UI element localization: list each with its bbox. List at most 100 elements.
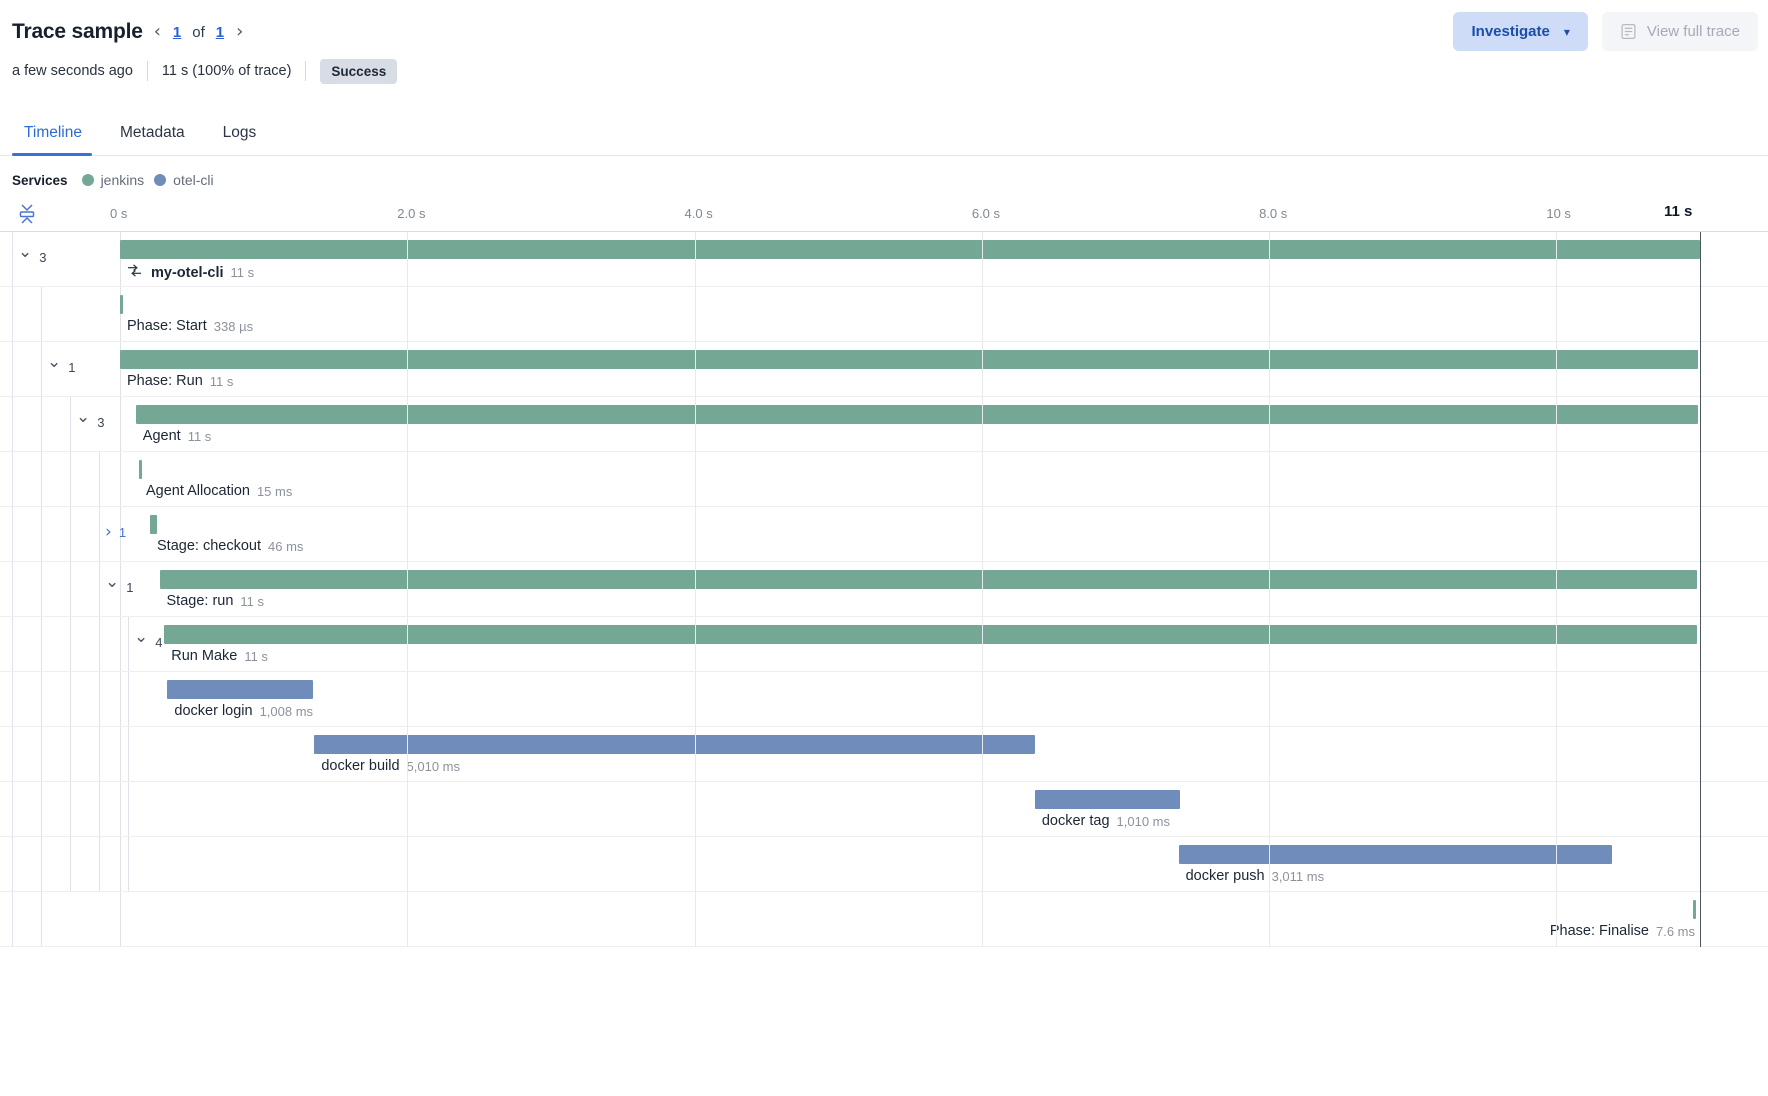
span-duration-bar[interactable] xyxy=(138,460,143,479)
span-name: Phase: Finalise xyxy=(1549,923,1649,939)
span-duration-bar[interactable] xyxy=(120,350,1699,369)
axis-tick: 8.0 s xyxy=(1259,206,1288,221)
indent-guide xyxy=(41,837,42,891)
investigate-button[interactable]: Investigate ▾ xyxy=(1453,12,1588,51)
span-duration-label: 15 ms xyxy=(256,483,293,499)
span-duration-bar[interactable] xyxy=(159,570,1697,589)
indent-guide xyxy=(70,672,71,726)
header-actions: Investigate ▾ View full trace xyxy=(1453,12,1758,51)
indent-guide xyxy=(12,507,13,561)
document-icon xyxy=(1620,23,1637,40)
span-row[interactable]: Phase: Start 338 µs xyxy=(0,287,1768,342)
span-duration-bar[interactable] xyxy=(1692,900,1697,919)
span-duration-label: 11 s xyxy=(187,428,212,444)
span-duration-bar[interactable] xyxy=(120,295,123,314)
span-row[interactable]: Agent Allocation 15 ms xyxy=(0,452,1768,507)
span-label: Phase: Finalise 7.6 ms xyxy=(1550,923,1695,939)
indent-guide xyxy=(41,617,42,671)
indent-guide xyxy=(70,452,71,506)
span-row[interactable]: Phase: Finalise 7.6 ms xyxy=(0,892,1768,947)
view-full-trace-button[interactable]: View full trace xyxy=(1601,12,1758,51)
span-row[interactable]: docker build 5,010 ms xyxy=(0,727,1768,782)
meta-divider-2 xyxy=(305,61,307,81)
span-duration-bar[interactable] xyxy=(164,625,1697,644)
collapse-span-toggle[interactable]: ⌄ 3 xyxy=(76,409,104,431)
span-duration-label: 46 ms xyxy=(268,538,304,554)
span-duration-label: 7.6 ms xyxy=(1655,923,1695,939)
span-duration-bar[interactable] xyxy=(135,405,1699,424)
span-row[interactable]: docker tag 1,010 ms xyxy=(0,782,1768,837)
gutter-border xyxy=(120,892,121,946)
span-name: docker login xyxy=(174,703,253,719)
tab-timeline[interactable]: Timeline xyxy=(12,124,100,156)
indent-guide xyxy=(99,672,100,726)
sample-pager: ‹ 1 of 1 › xyxy=(153,21,245,43)
tab-logs[interactable]: Logs xyxy=(222,124,257,141)
legend-item-jenkins: jenkins xyxy=(81,172,145,188)
legend-label-jenkins: jenkins xyxy=(100,172,145,188)
tab-metadata[interactable]: Metadata xyxy=(120,124,185,141)
total-sample-count[interactable]: 1 xyxy=(215,23,225,41)
chevron-down-icon: ▾ xyxy=(1563,24,1570,39)
span-row[interactable]: › 1 Stage: checkout 46 ms xyxy=(0,507,1768,562)
span-name: Phase: Start xyxy=(127,318,207,334)
span-label: Run Make 11 s xyxy=(171,648,268,664)
span-label: Stage: run 11 s xyxy=(167,593,265,609)
gutter-border xyxy=(120,727,121,781)
span-row[interactable]: ⌄ 3 Agent 11 s xyxy=(0,397,1768,452)
span-duration-label: 1,010 ms xyxy=(1116,813,1171,829)
legend-item-otel-cli: otel-cli xyxy=(154,172,214,188)
expand-span-toggle[interactable]: › 1 xyxy=(105,524,126,541)
collapse-span-toggle[interactable]: ⌄ 1 xyxy=(105,574,134,596)
chevron-right-icon: › xyxy=(105,522,112,542)
collapse-span-toggle[interactable]: ⌄ 4 xyxy=(134,629,162,651)
span-duration-label: 338 µs xyxy=(213,318,254,334)
prev-sample-button[interactable]: ‹ xyxy=(153,21,161,42)
span-duration-bar[interactable] xyxy=(1034,790,1181,809)
span-kind-icon xyxy=(127,263,144,282)
indent-guide xyxy=(70,782,71,836)
chevron-down-icon: ⌄ xyxy=(76,407,91,427)
span-rows: ⌄ 3 my-otel-cli 11 s Phase: Start 338 µs ⌄ 1 Pha… xyxy=(0,232,1768,947)
collapse-span-toggle[interactable]: ⌄ 3 xyxy=(18,244,46,266)
indent-guide xyxy=(41,672,42,726)
span-row[interactable]: ⌄ 1 Stage: run 11 s xyxy=(0,562,1768,617)
services-legend: Services jenkins otel-cli xyxy=(0,156,1768,198)
timeline-gridline xyxy=(694,232,696,947)
span-row[interactable]: docker login 1,008 ms xyxy=(0,672,1768,727)
span-row[interactable]: ⌄ 3 my-otel-cli 11 s xyxy=(0,232,1768,287)
collapse-all-icon[interactable] xyxy=(16,202,38,226)
indent-guide xyxy=(12,397,13,451)
indent-guide xyxy=(70,727,71,781)
span-row[interactable]: ⌄ 1 Phase: Run 11 s xyxy=(0,342,1768,397)
span-duration-bar[interactable] xyxy=(120,240,1700,259)
span-duration-bar[interactable] xyxy=(314,735,1035,754)
span-name: Run Make xyxy=(171,648,238,664)
timeline-gridline xyxy=(981,232,983,947)
indent-guide xyxy=(41,507,42,561)
span-duration-bar[interactable] xyxy=(150,515,158,534)
axis-tick-end: 11 s xyxy=(1664,203,1693,220)
span-label: docker tag 1,010 ms xyxy=(1042,813,1170,829)
page-header: Trace sample ‹ 1 of 1 › a few seconds ag… xyxy=(0,0,1768,112)
child-span-count: 1 xyxy=(126,580,134,595)
gutter-border xyxy=(120,782,121,836)
page-title: Trace sample xyxy=(12,20,143,43)
span-label: docker build 5,010 ms xyxy=(321,758,460,774)
indent-guide xyxy=(12,287,13,341)
span-duration-label: 5,010 ms xyxy=(406,758,460,774)
span-name: docker build xyxy=(321,758,400,774)
current-sample-index[interactable]: 1 xyxy=(172,23,182,41)
collapse-span-toggle[interactable]: ⌄ 1 xyxy=(47,354,76,376)
legend-label-otel-cli: otel-cli xyxy=(173,172,214,188)
span-name: docker tag xyxy=(1041,813,1110,829)
gutter-border xyxy=(120,342,121,396)
span-row[interactable]: docker push 3,011 ms xyxy=(0,837,1768,892)
indent-guide xyxy=(99,617,100,671)
span-label: Stage: checkout 46 ms xyxy=(157,538,303,554)
span-row[interactable]: ⌄ 4 Run Make 11 s xyxy=(0,617,1768,672)
child-span-count: 1 xyxy=(68,360,76,375)
span-duration-bar[interactable] xyxy=(167,680,313,699)
span-duration-bar[interactable] xyxy=(1178,845,1612,864)
next-sample-button[interactable]: › xyxy=(236,21,244,42)
